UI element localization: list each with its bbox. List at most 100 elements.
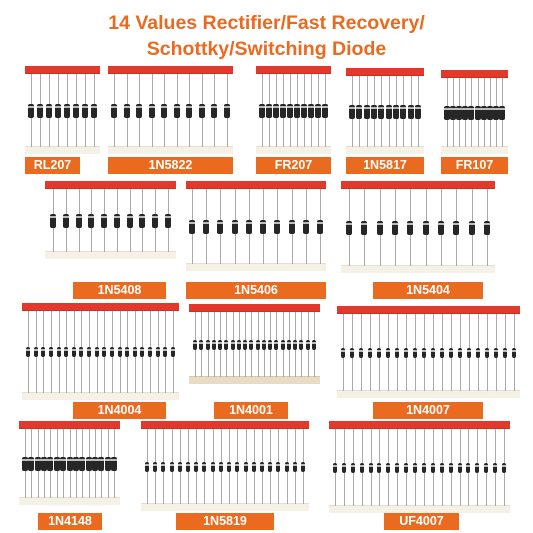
diode <box>350 314 354 391</box>
diode <box>475 78 481 147</box>
title-line-1: 14 Values Rectifier/Fast Recovery/ <box>108 12 425 34</box>
part-label-1n5408: 1N5408 <box>73 282 166 299</box>
diode <box>349 76 355 147</box>
diode-strip-1n5819 <box>141 421 309 511</box>
tape-top <box>337 306 520 314</box>
diode <box>111 74 117 147</box>
tape-bottom <box>337 390 520 398</box>
diode <box>260 189 266 264</box>
diode <box>73 74 79 147</box>
tape-top <box>25 66 100 74</box>
diode <box>60 429 66 498</box>
diode <box>392 189 398 266</box>
diode <box>341 314 345 391</box>
diode <box>333 429 337 506</box>
diode <box>76 189 82 252</box>
diode <box>136 74 142 147</box>
diode <box>235 429 239 504</box>
diode-strip-fr107 <box>441 70 508 154</box>
diode <box>386 76 392 147</box>
diode <box>431 429 435 506</box>
part-label-fr207: FR207 <box>256 157 331 174</box>
diode <box>101 189 107 252</box>
diode <box>57 311 61 393</box>
diode <box>408 76 414 147</box>
diode-strip-1n5817 <box>346 68 424 154</box>
diode <box>431 314 435 391</box>
tape-top <box>19 421 120 429</box>
diode <box>395 314 399 391</box>
diode <box>487 78 493 147</box>
diode <box>369 429 373 506</box>
diode <box>87 311 91 393</box>
diode <box>102 311 106 393</box>
diode <box>149 74 155 147</box>
diode <box>413 314 417 391</box>
diode <box>95 311 99 393</box>
diode <box>79 429 85 498</box>
diode <box>361 189 367 266</box>
diode <box>125 311 129 393</box>
diode <box>499 78 505 147</box>
diode-strip-uf4007 <box>329 421 510 513</box>
diode <box>468 78 474 147</box>
diode <box>440 429 444 506</box>
diode <box>289 189 295 264</box>
diode <box>359 314 363 391</box>
diode <box>153 429 157 504</box>
diode <box>364 76 370 147</box>
tape-bottom <box>186 263 326 271</box>
diode <box>466 429 470 506</box>
part-label-rl207: RL207 <box>25 157 80 174</box>
part-label-1n4001: 1N4001 <box>214 402 288 419</box>
diode <box>322 74 328 147</box>
diode <box>98 429 104 498</box>
diode <box>456 78 462 147</box>
diode <box>133 311 137 393</box>
diode <box>423 189 429 266</box>
diode <box>22 429 28 498</box>
diode-strip-1n5822 <box>108 66 233 154</box>
diode <box>72 311 76 393</box>
diode <box>54 429 60 498</box>
diode <box>360 429 364 506</box>
diode <box>171 311 175 393</box>
diode <box>440 314 444 391</box>
diode-strip-1n4004 <box>22 303 179 400</box>
diode <box>266 74 272 147</box>
diode <box>371 76 377 147</box>
diode <box>342 429 346 506</box>
tape-top <box>22 303 179 311</box>
diode <box>438 189 444 266</box>
diode <box>315 74 321 147</box>
diode-strip-rl207 <box>25 66 100 154</box>
diode <box>252 429 256 504</box>
diode <box>422 314 426 391</box>
diode <box>224 74 230 147</box>
diode-strip-fr207 <box>256 66 331 154</box>
title-line-2: Schottky/Switching Diode <box>146 38 387 60</box>
diode <box>475 429 479 506</box>
diode <box>306 312 310 377</box>
diode <box>301 74 307 147</box>
part-label-1n4004: 1N4004 <box>73 402 166 419</box>
diode <box>88 189 94 252</box>
tape-top <box>141 421 309 429</box>
diode-strip-1n5406 <box>186 181 326 271</box>
diode <box>50 189 56 252</box>
tape-bottom <box>19 497 120 505</box>
diode <box>386 429 390 506</box>
diode <box>63 189 69 252</box>
part-label-1n5404: 1N5404 <box>373 282 483 299</box>
diode <box>34 311 38 393</box>
diode <box>476 314 480 391</box>
tape-bottom <box>341 265 495 273</box>
diode <box>237 312 241 377</box>
diode <box>212 312 216 377</box>
tape-top <box>189 304 320 312</box>
tape-top <box>108 66 233 74</box>
diode <box>199 312 203 377</box>
tape-bottom <box>189 376 320 384</box>
tape-bottom <box>25 146 100 154</box>
diode <box>161 74 167 147</box>
